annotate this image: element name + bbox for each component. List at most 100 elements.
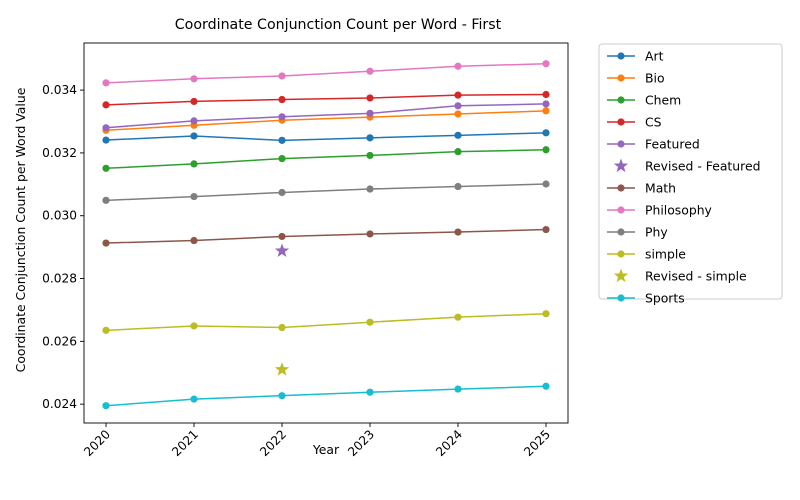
data-point bbox=[542, 310, 550, 318]
data-point bbox=[278, 232, 286, 241]
data-point bbox=[102, 101, 110, 109]
x-tick-label: 2025 bbox=[521, 427, 553, 459]
data-point bbox=[454, 182, 462, 191]
legend-item-cs: CS bbox=[607, 115, 662, 130]
data-point bbox=[102, 136, 110, 144]
series-line bbox=[105, 103, 547, 129]
series-line bbox=[105, 312, 547, 332]
data-point bbox=[366, 318, 374, 326]
data-point bbox=[542, 382, 550, 390]
data-point bbox=[454, 148, 462, 156]
data-point bbox=[542, 225, 550, 234]
data-point bbox=[542, 180, 550, 188]
data-point bbox=[542, 146, 550, 154]
data-point bbox=[102, 196, 110, 204]
data-point bbox=[542, 129, 550, 137]
series-line bbox=[105, 149, 547, 170]
y-tick-label: 0.030 bbox=[42, 209, 77, 223]
series-cs bbox=[102, 90, 550, 109]
y-tick-label: 0.024 bbox=[42, 397, 77, 411]
legend-item-philosophy: Philosophy bbox=[607, 203, 712, 218]
data-point bbox=[454, 110, 462, 118]
data-point bbox=[190, 132, 198, 140]
x-tick-label: 2021 bbox=[169, 427, 201, 459]
legend-label: Featured bbox=[645, 137, 700, 152]
data-point bbox=[190, 97, 198, 106]
x-tick-label: 2020 bbox=[81, 427, 113, 459]
legend-label: Philosophy bbox=[645, 203, 712, 218]
data-point bbox=[278, 72, 286, 80]
data-point bbox=[366, 109, 374, 117]
data-point bbox=[366, 134, 374, 142]
data-point bbox=[102, 326, 110, 334]
legend-marker bbox=[617, 184, 625, 192]
x-axis-label: Year bbox=[312, 442, 340, 457]
y-tick-label: 0.028 bbox=[42, 272, 77, 286]
revised-star-marker bbox=[274, 243, 290, 257]
data-point bbox=[102, 402, 110, 410]
data-point bbox=[454, 228, 462, 236]
legend-item-revised-simple: Revised - simple bbox=[613, 268, 747, 284]
data-point bbox=[454, 62, 462, 70]
legend-marker bbox=[617, 96, 625, 104]
chart-title: Coordinate Conjunction Count per Word - … bbox=[175, 17, 502, 33]
data-point bbox=[366, 388, 374, 396]
x-tick-label: 2023 bbox=[345, 427, 377, 459]
data-point bbox=[278, 113, 286, 121]
series-sports bbox=[102, 382, 550, 410]
legend-marker bbox=[617, 140, 625, 148]
legend-item-math: Math bbox=[607, 181, 676, 196]
legend-item-chem: Chem bbox=[607, 93, 681, 108]
series-philosophy bbox=[102, 60, 550, 87]
legend-marker bbox=[617, 74, 625, 82]
legend-marker bbox=[617, 250, 625, 258]
legend-marker bbox=[617, 206, 625, 214]
series-chem bbox=[102, 146, 550, 172]
data-point bbox=[190, 117, 198, 125]
y-tick-label: 0.032 bbox=[42, 146, 77, 160]
y-tick-label: 0.026 bbox=[42, 334, 77, 348]
data-point bbox=[454, 91, 462, 99]
legend-marker bbox=[617, 52, 625, 60]
data-point bbox=[190, 160, 198, 168]
legend-label: Revised - Featured bbox=[645, 159, 760, 174]
data-point bbox=[454, 102, 462, 110]
legend-star-marker bbox=[613, 158, 629, 173]
series-simple bbox=[102, 310, 550, 334]
data-point bbox=[190, 395, 198, 403]
data-point bbox=[190, 236, 198, 245]
data-point bbox=[102, 124, 110, 132]
axes-frame bbox=[83, 42, 569, 424]
legend-frame bbox=[598, 43, 783, 300]
data-point bbox=[278, 136, 286, 144]
legend-item-art: Art bbox=[607, 49, 664, 64]
legend-marker bbox=[617, 118, 625, 126]
data-point bbox=[278, 95, 286, 104]
series-line bbox=[105, 62, 547, 84]
data-point bbox=[542, 100, 550, 108]
data-point bbox=[190, 322, 198, 330]
y-tick-label: 0.034 bbox=[42, 83, 77, 97]
series-math bbox=[102, 225, 550, 247]
y-axis-label: Coordinate Conjunction Count per Word Va… bbox=[13, 88, 28, 373]
legend: Art Bio Chem CS Featured Revised - Featured Ma… bbox=[598, 43, 783, 306]
legend-label: Art bbox=[645, 49, 664, 64]
legend-item-simple: simple bbox=[607, 247, 686, 262]
series-line bbox=[105, 110, 547, 132]
series-revised-featured bbox=[274, 243, 290, 257]
legend-label: Chem bbox=[645, 93, 681, 108]
series-line bbox=[105, 228, 547, 244]
data-point bbox=[454, 131, 462, 139]
data-point bbox=[278, 188, 286, 197]
legend-item-revised-featured: Revised - Featured bbox=[613, 158, 760, 174]
legend-label: CS bbox=[645, 115, 662, 130]
data-point bbox=[278, 392, 286, 400]
series-line bbox=[105, 385, 547, 407]
x-tick-label: 2024 bbox=[433, 427, 465, 459]
legend-label: Phy bbox=[645, 225, 668, 240]
legend-item-sports: Sports bbox=[607, 291, 685, 306]
legend-star-marker bbox=[613, 268, 629, 283]
series-line bbox=[105, 132, 547, 142]
series-line bbox=[105, 93, 547, 106]
data-point bbox=[102, 239, 110, 247]
